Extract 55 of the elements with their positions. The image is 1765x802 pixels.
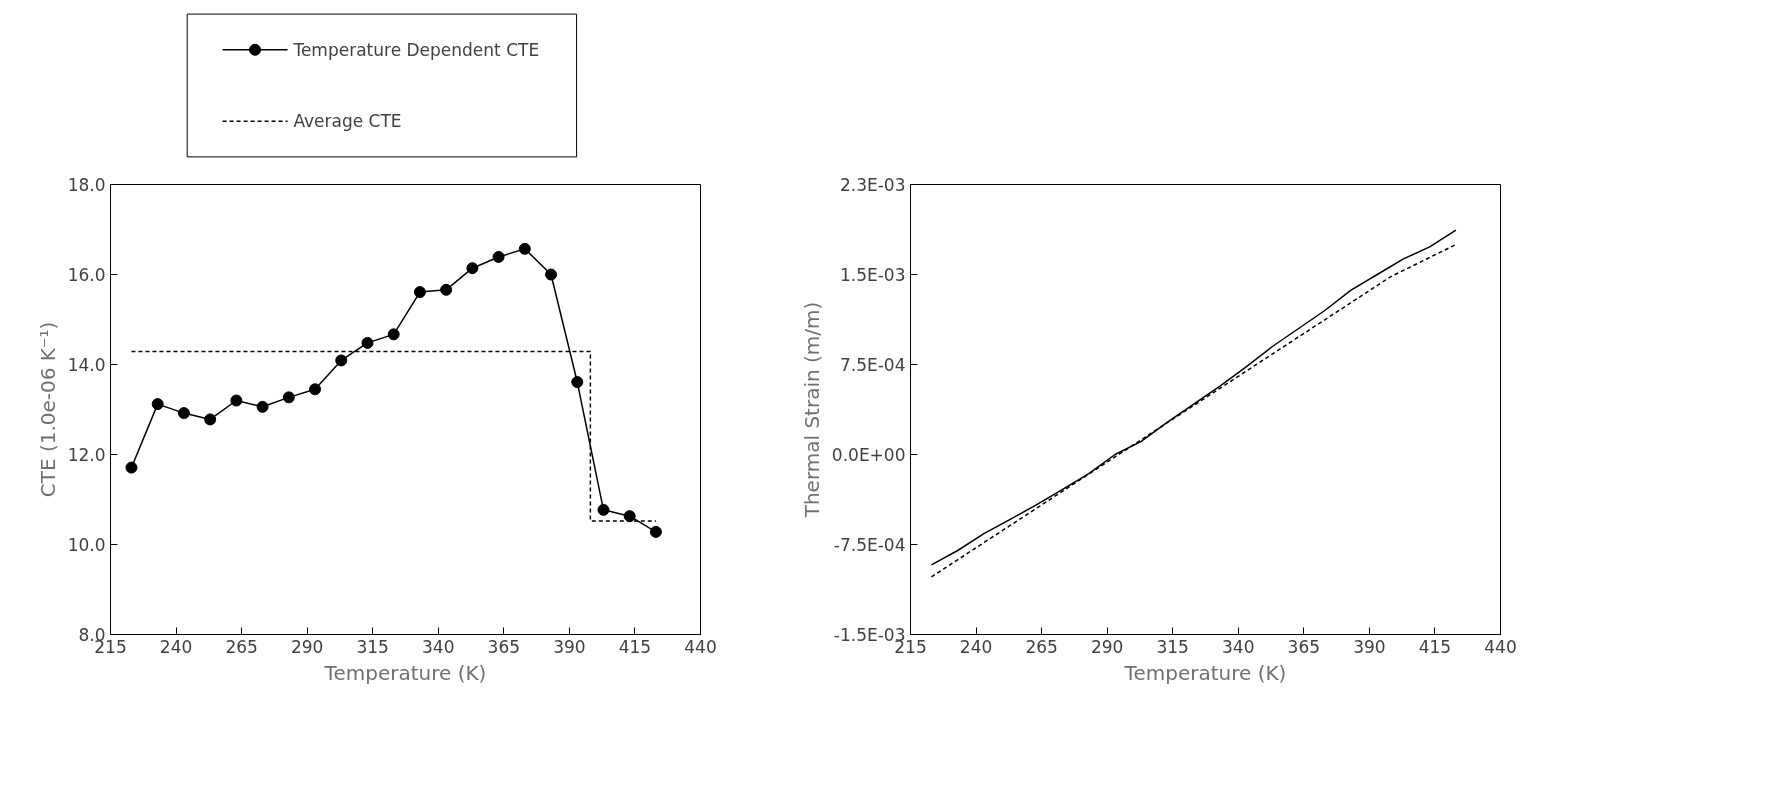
x-tick-label: 440 xyxy=(684,636,717,657)
x-axis-title: Temperature (K) xyxy=(323,660,487,685)
x-tick-label: 340 xyxy=(1222,636,1255,657)
y-tick-label: -7.5E-04 xyxy=(833,534,906,555)
y-tick-label: 12.0 xyxy=(67,445,106,465)
y-tick-label: 1.5E-03 xyxy=(839,264,906,285)
point xyxy=(151,398,164,411)
point xyxy=(649,525,662,538)
point xyxy=(335,354,348,367)
x-tick-label: 340 xyxy=(422,636,455,657)
y-tick-label: 14.0 xyxy=(67,355,106,375)
x-tick-label: 315 xyxy=(1156,636,1189,657)
x-tick-label: 440 xyxy=(1484,636,1517,657)
point xyxy=(309,383,322,396)
y-tick-label: 10.0 xyxy=(67,535,106,555)
x-tick-label: 365 xyxy=(487,636,521,657)
x-tick-label: 390 xyxy=(553,636,586,657)
x-tick-label: 265 xyxy=(1025,636,1058,657)
point xyxy=(413,286,426,299)
y-tick-label: 7.5E-04 xyxy=(839,354,906,375)
legend-label: Temperature Dependent CTE xyxy=(292,39,540,60)
y-tick-label: 2.3E-03 xyxy=(839,174,906,195)
point xyxy=(125,461,138,474)
x-tick-label: 390 xyxy=(1353,636,1386,657)
point xyxy=(518,242,531,255)
point xyxy=(440,283,453,296)
point xyxy=(177,407,190,420)
x-tick-label: 415 xyxy=(618,636,652,657)
x-tick-label: 315 xyxy=(356,636,389,657)
x-tick-label: 265 xyxy=(225,636,258,657)
point xyxy=(571,376,584,389)
y-tick-label: 18.0 xyxy=(67,175,106,195)
point xyxy=(230,394,243,407)
point xyxy=(387,328,400,341)
point xyxy=(623,510,636,523)
x-tick-label: 290 xyxy=(1090,636,1124,657)
point xyxy=(597,503,610,516)
x-tick-label: 365 xyxy=(1287,636,1321,657)
y-tick-label: 0.0E+00 xyxy=(831,444,906,465)
y-axis-title: Thermal Strain (m/m) xyxy=(799,301,824,519)
x-tick-label: 415 xyxy=(1418,636,1452,657)
point xyxy=(492,250,505,263)
point xyxy=(204,413,217,426)
x-tick-label: 290 xyxy=(290,636,324,657)
point xyxy=(256,400,269,413)
point xyxy=(545,268,558,281)
y-tick-label: 16.0 xyxy=(67,265,106,285)
x-axis-title: Temperature (K) xyxy=(1123,660,1287,685)
point xyxy=(361,336,374,349)
legend-label: Average CTE xyxy=(293,111,402,132)
x-tick-label: 240 xyxy=(959,636,993,657)
point xyxy=(282,391,295,404)
x-tick-label: 240 xyxy=(159,636,193,657)
y-axis-title: CTE (1.0e-06 K⁻¹) xyxy=(35,321,60,498)
point xyxy=(466,262,479,275)
